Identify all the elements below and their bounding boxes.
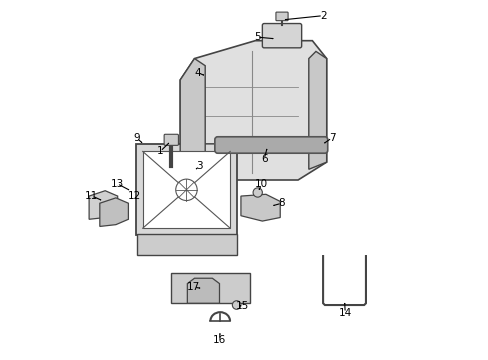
- Text: 12: 12: [127, 191, 141, 201]
- Text: 13: 13: [110, 179, 123, 189]
- Text: 14: 14: [338, 308, 351, 318]
- Text: 7: 7: [328, 133, 335, 143]
- FancyBboxPatch shape: [214, 137, 327, 153]
- Text: 6: 6: [260, 154, 267, 164]
- Text: 2: 2: [319, 11, 325, 21]
- Polygon shape: [100, 198, 128, 226]
- Bar: [137, 234, 237, 255]
- Polygon shape: [180, 41, 326, 180]
- FancyBboxPatch shape: [275, 12, 287, 21]
- Polygon shape: [89, 191, 118, 219]
- Text: 9: 9: [133, 133, 140, 143]
- FancyBboxPatch shape: [164, 134, 178, 145]
- Polygon shape: [241, 194, 280, 221]
- Text: 11: 11: [85, 191, 98, 201]
- Text: 15: 15: [236, 301, 249, 311]
- Polygon shape: [187, 278, 219, 303]
- Polygon shape: [180, 59, 205, 173]
- Circle shape: [175, 179, 197, 201]
- Bar: [142, 152, 230, 228]
- Text: 16: 16: [212, 335, 225, 345]
- Circle shape: [232, 301, 241, 309]
- Bar: [171, 273, 249, 303]
- Text: 8: 8: [278, 198, 285, 208]
- Text: 3: 3: [196, 161, 203, 171]
- Text: 5: 5: [253, 32, 260, 42]
- Text: 17: 17: [187, 282, 200, 292]
- Text: 10: 10: [255, 179, 267, 189]
- Circle shape: [253, 188, 262, 197]
- FancyBboxPatch shape: [262, 23, 301, 48]
- Bar: [135, 144, 237, 235]
- Text: 4: 4: [194, 68, 201, 78]
- Text: 1: 1: [157, 147, 163, 157]
- Polygon shape: [308, 51, 326, 169]
